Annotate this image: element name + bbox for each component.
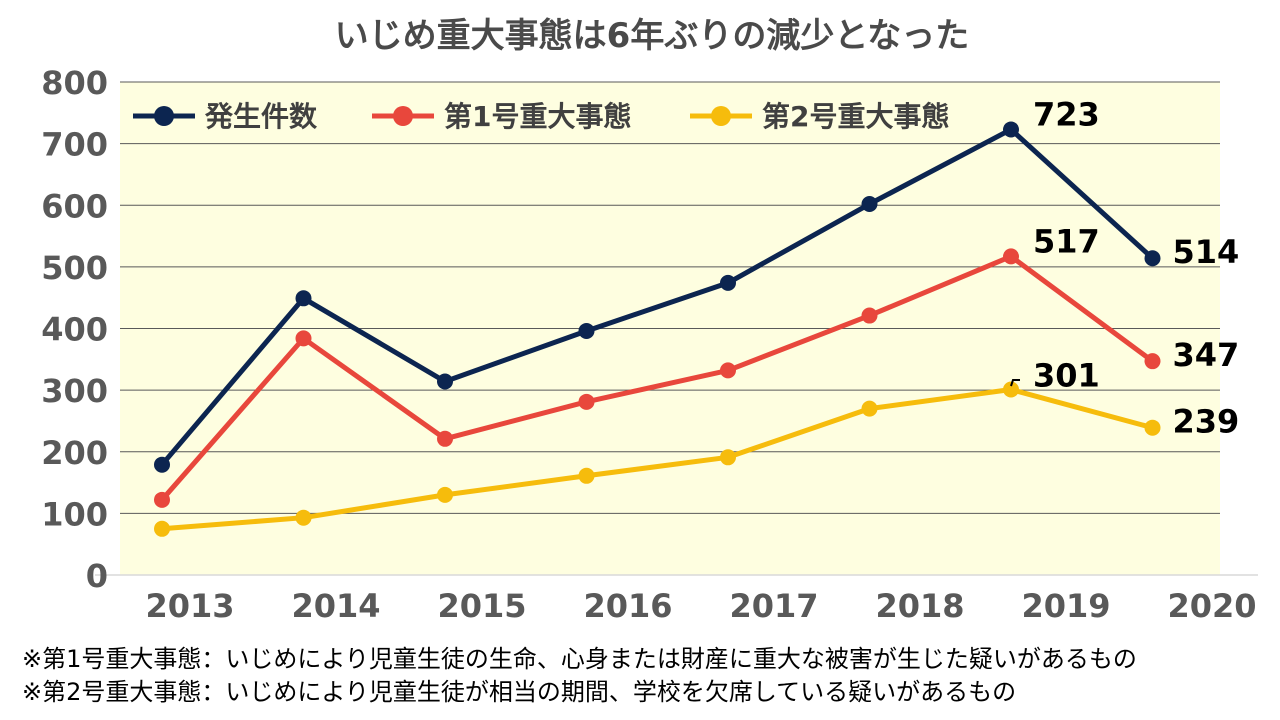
legend: 発生件数 第1号重大事態 第2号重大事態 [133, 100, 949, 133]
data-point [720, 362, 736, 379]
data-point [154, 491, 170, 508]
x-tick-label: 2018 [875, 587, 964, 625]
data-point [1144, 419, 1161, 436]
legend-label: 発生件数 [204, 100, 318, 133]
data-point [861, 307, 878, 324]
y-tick-label: 300 [41, 372, 108, 410]
data-point [1144, 250, 1161, 267]
legend-item-0: 発生件数 [133, 100, 318, 133]
data-label: 239 [1173, 403, 1240, 441]
y-tick-label: 400 [41, 311, 108, 349]
chart-title: いじめ重大事態は6年ぶりの減少となった [335, 16, 970, 56]
y-tick-label: 800 [41, 64, 108, 102]
y-tick-label: 0 [86, 557, 108, 595]
leader-line-301 [1010, 379, 1020, 387]
series-group [154, 121, 1161, 537]
y-tick-label: 700 [41, 126, 108, 164]
legend-label: 第1号重大事態 [444, 100, 631, 133]
legend-item-1: 第1号重大事態 [372, 100, 631, 133]
x-tick-label: 2016 [583, 587, 672, 625]
y-tick-label: 600 [41, 187, 108, 225]
data-label: 723 [1033, 95, 1100, 133]
x-tick-label: 2014 [291, 587, 380, 625]
data-point [861, 196, 878, 213]
legend-item-2: 第2号重大事態 [690, 100, 949, 133]
x-tick-label: 2019 [1021, 587, 1110, 625]
data-point [861, 400, 878, 417]
data-label: 517 [1033, 222, 1100, 260]
data-label: 514 [1173, 233, 1240, 271]
data-point [578, 322, 595, 339]
legend-marker [711, 106, 731, 126]
data-labels: 723 514 517 347 301 239 [1033, 95, 1239, 440]
legend-marker [154, 106, 174, 126]
data-point [295, 290, 312, 307]
footnotes: ※第1号重大事態：いじめにより児童生徒の生命、心身または財産に重大な被害が生じた… [22, 643, 1272, 709]
x-tick-label: 2020 [1167, 587, 1256, 625]
data-point [295, 509, 312, 526]
data-point [1003, 381, 1019, 398]
data-point [154, 456, 170, 473]
y-tick-label: 100 [41, 495, 108, 533]
series-line [161, 387, 1154, 532]
series-line [160, 126, 1155, 467]
y-tick-label: 200 [41, 434, 108, 472]
data-point [578, 393, 595, 410]
legend-marker [393, 106, 413, 126]
data-label: 301 [1033, 357, 1100, 395]
data-point [295, 330, 312, 347]
data-label: 347 [1173, 336, 1240, 374]
data-point [1144, 353, 1161, 370]
legend-label: 第2号重大事態 [762, 100, 949, 133]
y-axis-ticks: 0 100 200 300 400 500 600 700 800 [41, 64, 108, 595]
footnote-2: ※第2号重大事態：いじめにより児童生徒が相当の期間、学校を欠席している疑いがある… [22, 678, 1017, 706]
data-point [437, 486, 453, 503]
data-point [1003, 121, 1019, 138]
x-tick-label: 2015 [437, 587, 526, 625]
series-1 [154, 248, 1161, 508]
data-point [720, 274, 736, 291]
series-0 [154, 121, 1161, 473]
x-axis-ticks: 2013 2014 2015 2016 2017 2018 2019 2020 [145, 587, 1256, 625]
chart: いじめ重大事態は6年ぶりの減少となった 0 100 200 300 400 500 600 7… [41, 16, 1258, 625]
y-tick-label: 500 [41, 249, 108, 287]
data-point [437, 373, 453, 390]
data-point [1003, 248, 1019, 265]
data-point [578, 467, 595, 484]
x-tick-label: 2017 [729, 587, 818, 625]
series-2 [154, 381, 1161, 537]
data-point [437, 430, 453, 447]
series-line [160, 253, 1154, 502]
footnote-1: ※第1号重大事態：いじめにより児童生徒の生命、心身または財産に重大な被害が生じた… [22, 645, 1137, 673]
x-tick-label: 2013 [145, 587, 234, 625]
data-point [154, 520, 170, 537]
data-point [720, 449, 736, 466]
